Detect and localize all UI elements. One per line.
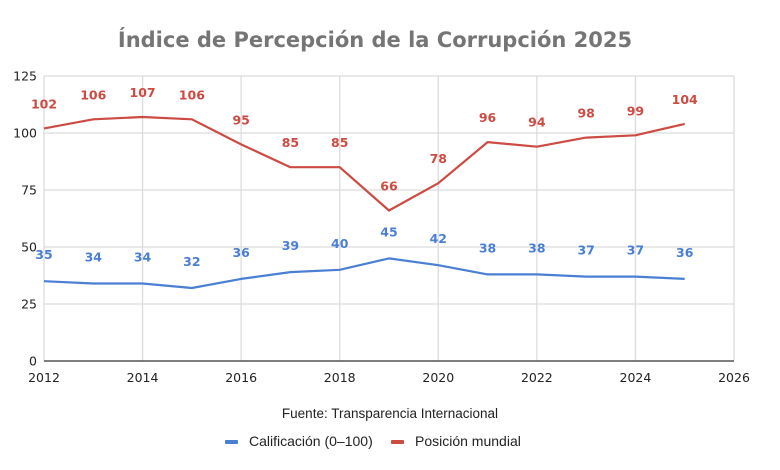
data-label: 34: [134, 249, 152, 264]
legend-swatch-0: [225, 440, 238, 444]
data-label: 106: [179, 87, 205, 102]
y-tick-label: 50: [21, 240, 37, 255]
data-label: 42: [430, 231, 447, 246]
data-label: 94: [528, 115, 546, 130]
data-label: 104: [672, 92, 698, 107]
legend-label-0: Calificación (0–100): [249, 433, 373, 449]
x-tick-label: 2024: [620, 370, 652, 385]
legend-swatch-1: [391, 440, 404, 444]
series-line-0: [43, 257, 685, 290]
legend-label-1: Posición mundial: [415, 433, 521, 449]
y-tick-label: 25: [21, 297, 37, 312]
axes: 0 25 50 75 100 125 2012 2014 2016 2018 2020 2022 202…: [13, 69, 750, 386]
data-label: 32: [183, 254, 200, 269]
data-label: 95: [232, 112, 249, 127]
x-tick-label: 2026: [718, 370, 750, 385]
y-tick-label: 100: [13, 126, 37, 141]
x-tick-label: 2016: [225, 370, 257, 385]
data-label: 99: [627, 103, 644, 118]
data-label: 40: [331, 236, 349, 251]
data-label: 102: [31, 96, 57, 111]
series-lines: [43, 115, 685, 290]
grid: [43, 75, 735, 361]
data-label: 96: [479, 110, 497, 125]
data-label: 85: [282, 135, 299, 150]
data-label: 34: [85, 249, 103, 264]
data-label: 37: [577, 243, 594, 258]
y-tick-label: 125: [13, 69, 37, 84]
chart-title: Índice de Percepción de la Corrupción 20…: [118, 27, 632, 52]
source-note: Fuente: Transparencia Internacional: [282, 406, 498, 421]
x-tick-label: 2022: [521, 370, 553, 385]
data-label: 36: [676, 245, 694, 260]
data-label: 45: [380, 224, 397, 239]
data-label: 36: [232, 245, 250, 260]
data-label: 107: [130, 85, 156, 100]
data-label: 38: [479, 240, 496, 255]
data-label: 37: [627, 243, 644, 258]
y-tick-label: 75: [21, 183, 37, 198]
x-tick-label: 2018: [324, 370, 356, 385]
data-label: 85: [331, 135, 348, 150]
legend: Calificación (0–100) Posición mundial: [225, 433, 521, 449]
data-label: 38: [528, 240, 545, 255]
data-label: 66: [380, 179, 398, 194]
data-label: 98: [577, 106, 594, 121]
data-label: 106: [80, 87, 106, 102]
x-tick-label: 2020: [422, 370, 454, 385]
y-tick-label: 0: [29, 354, 37, 369]
data-labels: 35 34 34 32 36 39 40 45 42 38 38 37 37 36 102 106 107 106…: [31, 85, 698, 269]
x-tick-label: 2014: [127, 370, 159, 385]
data-label: 78: [430, 151, 447, 166]
data-label: 39: [282, 238, 299, 253]
data-label: 35: [35, 247, 52, 262]
series-line-1: [43, 115, 685, 212]
x-tick-label: 2012: [28, 370, 60, 385]
